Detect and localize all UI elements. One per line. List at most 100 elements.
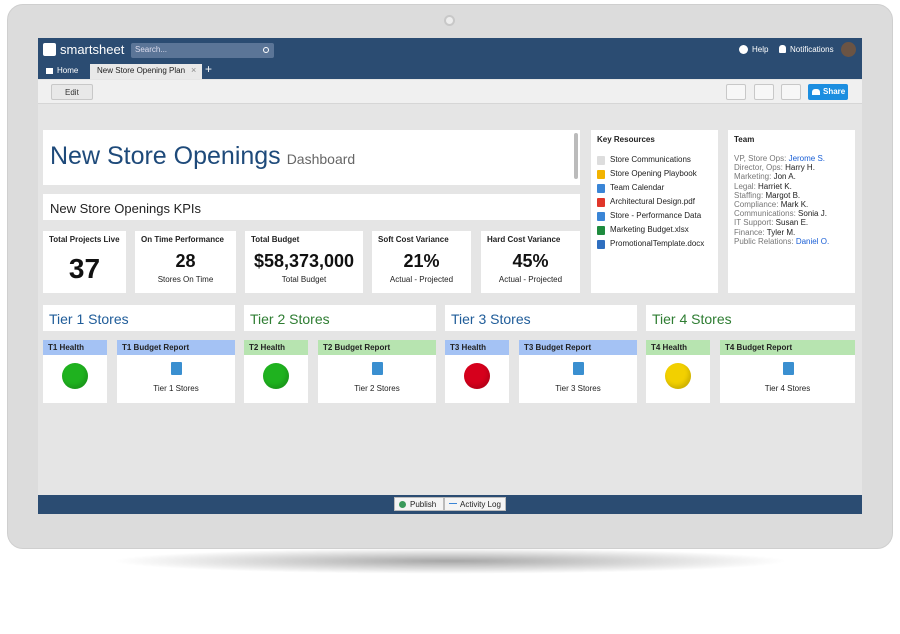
help-icon xyxy=(739,45,748,54)
new-tab-button[interactable]: + xyxy=(205,62,213,76)
publish-button[interactable]: Publish xyxy=(394,497,444,511)
member-name[interactable]: Daniel O. xyxy=(795,236,830,246)
health-header xyxy=(445,340,509,355)
health-card: T1 Health xyxy=(43,340,107,403)
title-panel: New Store Openings Dashboard xyxy=(43,130,580,185)
resource-link[interactable]: Team Calendar xyxy=(610,183,665,192)
kpi-value: 21% xyxy=(403,251,440,271)
team-member: IT Support: Susan E. xyxy=(734,218,808,227)
dashboard-title: New Store Openings Dashboard xyxy=(50,142,355,171)
report-label[interactable]: T1 Budget Report xyxy=(122,343,190,352)
health-header xyxy=(43,340,107,355)
report-icon xyxy=(372,362,383,375)
team-member: Director, Ops: Harry H. xyxy=(734,163,815,172)
logo-icon xyxy=(43,43,56,56)
monitor-shadow xyxy=(110,548,790,574)
member-role: Public Relations: xyxy=(734,236,794,246)
report-caption[interactable]: Tier 2 Stores xyxy=(354,384,400,393)
resources-panel: Key Resources Store Communications Store O… xyxy=(591,130,718,293)
subtitle-text: Dashboard xyxy=(286,151,356,167)
report-icon xyxy=(573,362,584,375)
resource-link[interactable]: Architectural Design.pdf xyxy=(610,197,695,206)
resource-link[interactable]: PromotionalTemplate.docx xyxy=(610,239,705,248)
kpi-value: 37 xyxy=(68,253,101,284)
health-indicator xyxy=(665,363,691,389)
kpi-card: On Time Performance 28 Stores On Time xyxy=(135,231,236,293)
edit-button[interactable]: Edit xyxy=(51,84,93,100)
tab-active[interactable]: New Store Opening Plan × xyxy=(90,64,202,79)
member-name: Mark K. xyxy=(780,200,809,209)
report-label[interactable]: T4 Budget Report xyxy=(725,343,793,352)
kpi-label: On Time Performance xyxy=(141,235,224,244)
report-label[interactable]: T2 Budget Report xyxy=(323,343,391,352)
report-caption[interactable]: Tier 3 Stores xyxy=(555,384,601,393)
toolbar-icon-button[interactable] xyxy=(726,84,746,100)
resource-icon xyxy=(597,184,605,193)
kpi-caption: Total Budget xyxy=(281,275,327,284)
member-name: Tyler M. xyxy=(766,227,796,237)
member-name: Harriet K. xyxy=(758,181,792,191)
team-member: Public Relations: Daniel O. xyxy=(734,237,829,246)
tab-home[interactable]: Home xyxy=(42,64,90,79)
screen: smartsheet Search... Help Notifications Home… xyxy=(38,38,862,514)
member-name: Susan E. xyxy=(775,218,809,228)
toolbar-icon-button[interactable] xyxy=(781,84,801,100)
resource-icon xyxy=(597,170,605,179)
member-role: Director, Ops: xyxy=(734,163,783,173)
report-caption[interactable]: Tier 4 Stores xyxy=(764,384,811,393)
member-role: VP, Store Ops: xyxy=(734,154,787,163)
resource-icon xyxy=(597,156,605,165)
share-button[interactable]: Share xyxy=(808,84,848,100)
team-member: VP, Store Ops: Jerome S. xyxy=(734,154,825,163)
health-indicator xyxy=(464,363,490,389)
kpi-caption: Actual - Projected xyxy=(498,275,563,284)
member-role: Finance: xyxy=(734,227,765,237)
report-card: T3 Budget Report Tier 3 Stores xyxy=(519,340,637,403)
team-member: Staffing: Margot B. xyxy=(734,191,800,200)
tab-label: New Store Opening Plan xyxy=(97,66,186,75)
resource-link[interactable]: Store - Performance Data xyxy=(610,211,702,220)
publish-label: Publish xyxy=(410,500,437,509)
report-header xyxy=(720,340,855,355)
kpi-value: 45% xyxy=(512,251,549,271)
health-indicator xyxy=(62,363,88,389)
tier-title: Tier 3 Stores xyxy=(451,311,531,327)
kpi-heading: New Store Openings KPIs xyxy=(50,201,202,216)
tier-title-panel: Tier 4 Stores xyxy=(646,305,855,331)
title-text: New Store Openings xyxy=(50,142,281,170)
report-card: T1 Budget Report Tier 1 Stores xyxy=(117,340,235,403)
health-card: T3 Health xyxy=(445,340,509,403)
activity-log-button[interactable]: Activity Log xyxy=(444,497,506,511)
kpi-heading-panel: New Store Openings KPIs xyxy=(43,194,580,220)
report-header xyxy=(117,340,235,355)
team-panel: Team VP, Store Ops: Jerome S. Director, Op… xyxy=(728,130,855,293)
tier-title-panel: Tier 2 Stores xyxy=(244,305,436,331)
publish-icon xyxy=(399,501,406,508)
report-caption[interactable]: Tier 1 Stores xyxy=(153,384,199,393)
kpi-caption: Stores On Time xyxy=(157,275,214,284)
help-link[interactable]: Help xyxy=(752,45,769,54)
member-name: Jon A. xyxy=(773,172,796,182)
tab-label: Home xyxy=(57,66,79,75)
resource-link[interactable]: Store Opening Playbook xyxy=(610,169,697,178)
report-label[interactable]: T3 Budget Report xyxy=(524,343,592,352)
search-placeholder: Search... xyxy=(135,45,168,54)
kpi-card: Total Budget $58,373,000 Total Budget xyxy=(245,231,363,293)
health-indicator xyxy=(263,363,289,389)
resource-link[interactable]: Marketing Budget.xlsx xyxy=(610,225,689,234)
search-icon xyxy=(263,47,269,53)
toolbar: Edit Share xyxy=(38,80,862,104)
activity-icon xyxy=(449,503,457,506)
report-header xyxy=(318,340,436,355)
toolbar-icon-button[interactable] xyxy=(754,84,774,100)
member-name[interactable]: Jerome S. xyxy=(788,154,826,163)
team-title: Team xyxy=(734,135,755,144)
search-box[interactable]: Search... xyxy=(131,43,274,58)
report-icon xyxy=(782,362,794,375)
notifications-link[interactable]: Notifications xyxy=(790,45,834,54)
member-role: Communications: xyxy=(734,209,796,219)
kpi-card: Total Projects Live 37 xyxy=(43,231,126,293)
resource-link[interactable]: Store Communications xyxy=(610,155,691,164)
health-card: T2 Health xyxy=(244,340,308,403)
